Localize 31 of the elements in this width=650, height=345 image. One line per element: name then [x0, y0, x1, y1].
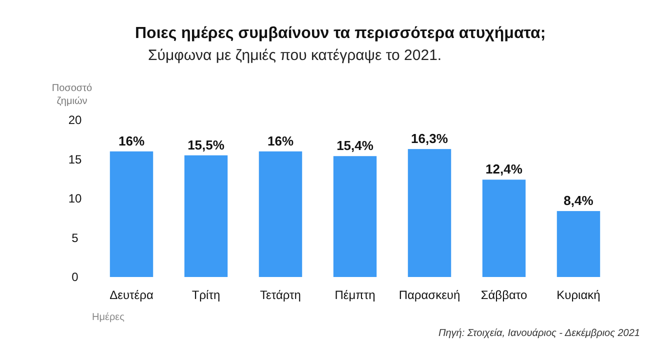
x-tick-label: Τετάρτη: [260, 288, 301, 302]
chart-subtitle: Σύμφωνα με ζημιές που κατέγραψε το 2021.: [148, 47, 442, 64]
y-tick-label: 5: [72, 230, 79, 245]
bar: [482, 180, 526, 277]
bar: [184, 155, 228, 277]
data-label: 8,4%: [564, 193, 594, 208]
bar: [110, 151, 154, 277]
bar: [333, 156, 377, 277]
x-tick-label: Παρασκευή: [398, 288, 460, 302]
x-tick-label: Πέμπτη: [334, 288, 376, 302]
x-tick-label: Τρίτη: [192, 288, 220, 302]
y-tick-label: 0: [72, 270, 79, 284]
chart-title: Ποιες ημέρες συμβαίνουν τα περισσότερα ατυχήματα;: [135, 25, 546, 42]
y-axis-title: Ποσοστό ζημιών: [52, 83, 93, 107]
x-tick-label: Σάββατο: [480, 288, 528, 302]
data-label: 16%: [118, 133, 145, 148]
y-tick-label: 20: [68, 113, 82, 128]
data-label: 15,5%: [188, 137, 225, 152]
bar: [258, 151, 302, 277]
y-tick-label: 10: [68, 192, 82, 206]
data-label: 12,4%: [486, 162, 523, 177]
data-label: 16%: [267, 133, 294, 148]
text: Πηγή: Στοιχεία, Ιανουάριος - Δεκέμβριος 2021: [438, 328, 640, 339]
x-axis-title: Ημέρες: [92, 312, 125, 323]
data-label: 15,4%: [336, 138, 374, 154]
y-tick-label: 15: [68, 152, 82, 166]
x-tick-label: Δευτέρα: [110, 288, 154, 302]
bar: [408, 149, 452, 277]
x-tick-label: Κυριακή: [556, 288, 600, 302]
bar: [556, 211, 600, 277]
data-label: 16,3%: [411, 131, 448, 146]
